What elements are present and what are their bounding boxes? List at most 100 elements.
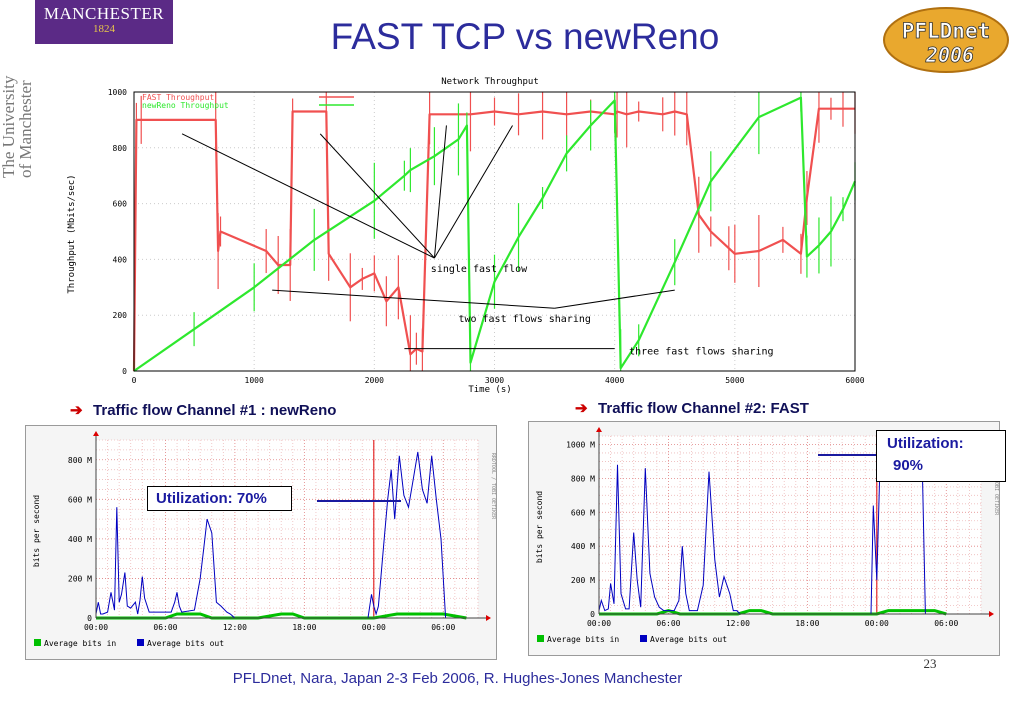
ch1-legend-label: Average bits in: [44, 639, 116, 648]
channel2-rrdtool-label: RRDTOOL / TOBI OETIKER: [993, 449, 999, 516]
ch1-y-tick-label: 800 M: [68, 456, 92, 465]
main-chart-axes: 0 200 400 600 800 1000 0 1000 2000 3000 4000 5000 60…: [108, 88, 865, 385]
y-tick-label: 800: [113, 144, 128, 153]
annotation-leader: [319, 133, 435, 259]
ch1-y-axis-arrow: [93, 431, 99, 436]
pfldnet-logo-badge: [883, 7, 1009, 73]
ch1-series-bits-out: [95, 451, 447, 619]
manchester-logo-text: MANCHESTER: [43, 4, 165, 23]
ch1-y-tick-label: 600 M: [68, 495, 92, 504]
ch2-x-tick-label: 00:00: [865, 619, 889, 628]
pfldnet-logo-year: 2006: [925, 43, 974, 67]
channel1-legend: Average bits in Average bits out: [34, 639, 224, 648]
ch1-y-tick-label: 400 M: [68, 535, 92, 544]
y-tick-label: 400: [113, 255, 128, 264]
ch2-y-tick-label: 400 M: [571, 542, 595, 551]
manchester-logo-year: 1824: [93, 23, 115, 35]
y-tick-label: 1000: [108, 88, 127, 97]
channel2-heading: ➔ Traffic flow Channel #2: FAST: [575, 399, 809, 418]
ch2-legend-label: Average bits in: [547, 635, 619, 644]
ch2-y-tick-label: 600 M: [571, 508, 595, 517]
ch2-legend-swatch: [537, 635, 544, 642]
x-tick-label: 0: [132, 376, 137, 385]
ch1-series-bits-in: [96, 612, 467, 620]
y-tick-label: 600: [113, 200, 128, 209]
ch2-series-bits-in: [599, 609, 947, 616]
ch1-y-tick-label: 0: [87, 614, 92, 623]
ch2-legend-swatch: [640, 635, 647, 642]
main-chart-xlabel: Time (s): [468, 385, 511, 395]
ch2-x-tick-label: 06:00: [934, 619, 958, 628]
channel1-heading-text: Traffic flow Channel #1 : newReno: [93, 402, 337, 419]
ch2-y-tick-label: 800 M: [571, 474, 595, 483]
ch1-x-axis-arrow: [486, 615, 491, 621]
pfldnet-logo-name: PFLDnet: [902, 19, 991, 43]
series-line: [133, 96, 857, 372]
channel2-axes: 0 200 M 400 M 600 M 800 M 1000 M 00:00 06:00 12:…: [566, 427, 994, 628]
arrow-right-icon: ➔: [70, 402, 83, 419]
channel1-utilization-pointer: [317, 500, 401, 502]
x-tick-label: 6000: [845, 376, 864, 385]
x-tick-label: 2000: [365, 376, 384, 385]
ch1-y-tick-label: 200 M: [68, 574, 92, 583]
ch1-x-tick-label: 06:00: [153, 623, 177, 632]
annotation-leader: [554, 289, 675, 309]
ch2-y-tick-label: 200 M: [571, 576, 595, 585]
channel1-utilization-label: Utilization: 70%: [147, 486, 292, 511]
y-tick-label: 200: [113, 311, 128, 320]
ch2-x-tick-label: 18:00: [795, 619, 819, 628]
ch2-x-axis-arrow: [989, 611, 994, 617]
channel1-traffic-chart: 0 200 M 400 M 600 M 800 M 00:00 06:00 12:00 18:0…: [25, 425, 497, 660]
page-number: 23: [923, 656, 937, 671]
channel1-grid: [95, 439, 479, 619]
x-tick-label: 3000: [485, 376, 504, 385]
channel1-rrdtool-label: RRDTOOL / TOBI OETIKER: [490, 453, 496, 520]
ch2-y-tick-label: 1000 M: [566, 440, 595, 449]
ch1-x-tick-label: 12:00: [223, 623, 247, 632]
pfldnet-logo: PFLDnet 2006: [883, 7, 1009, 73]
ch2-x-tick-label: 06:00: [656, 619, 680, 628]
network-throughput-chart: Network Throughput Throughput (Mbits/sec…: [60, 74, 890, 398]
university-wordmark: The University of Manchester: [0, 48, 42, 178]
annotation-leader: [433, 125, 513, 259]
annotation-leader: [433, 125, 447, 259]
x-tick-label: 5000: [725, 376, 744, 385]
slide-title: FAST TCP vs newReno: [330, 16, 720, 57]
ch1-legend-swatch: [34, 639, 41, 646]
channel2-utilization-value: 90%: [893, 457, 924, 474]
manchester-logo: MANCHESTER 1824: [35, 0, 173, 44]
ch1-x-tick-label: 18:00: [292, 623, 316, 632]
legend-label: newReno Throughput: [142, 101, 229, 110]
annotation-two-fast-flows: two fast flows sharing: [458, 314, 590, 325]
ch2-legend-label: Average bits out: [650, 635, 727, 644]
x-tick-label: 4000: [605, 376, 624, 385]
ch2-y-axis-arrow: [596, 427, 602, 432]
ch2-x-tick-label: 00:00: [587, 619, 611, 628]
channel1-heading: ➔ Traffic flow Channel #1 : newReno: [70, 401, 336, 420]
annotation-three-fast-flows: three fast flows sharing: [629, 346, 774, 357]
series-newreno: [133, 92, 857, 372]
channel2-utilization-title: Utilization:: [887, 435, 964, 452]
main-chart-title: Network Throughput: [441, 77, 539, 87]
ch2-x-tick-label: 12:00: [726, 619, 750, 628]
annotation-leader: [272, 289, 555, 309]
channel1-series: [95, 451, 467, 620]
main-chart-frame: [133, 91, 856, 372]
ch1-legend-label: Average bits out: [147, 639, 224, 648]
footer-text: PFLDnet, Nara, Japan 2-3 Feb 2006, R. Hu…: [232, 670, 683, 687]
channel2-utilization-pointer: [818, 454, 876, 456]
annotation-leader: [181, 133, 435, 259]
main-chart-series: [132, 92, 857, 372]
channel2-ylabel: bits per second: [535, 491, 544, 563]
main-chart-annotations: single fast flow two fast flows sharing th…: [181, 125, 774, 357]
ch1-x-tick-label: 00:00: [362, 623, 386, 632]
ch1-x-tick-label: 06:00: [431, 623, 455, 632]
channel2-heading-text: Traffic flow Channel #2: FAST: [598, 400, 809, 417]
channel1-axes: 0 200 M 400 M 600 M 800 M 00:00 06:00 12:00 18:0…: [68, 431, 491, 632]
legend-label: FAST Throughput: [142, 93, 214, 102]
ch1-legend-swatch: [137, 639, 144, 646]
x-tick-label: 1000: [245, 376, 264, 385]
main-chart-ylabel: Throughput (Mbits/sec): [67, 174, 77, 293]
ch1-x-tick-label: 00:00: [84, 623, 108, 632]
